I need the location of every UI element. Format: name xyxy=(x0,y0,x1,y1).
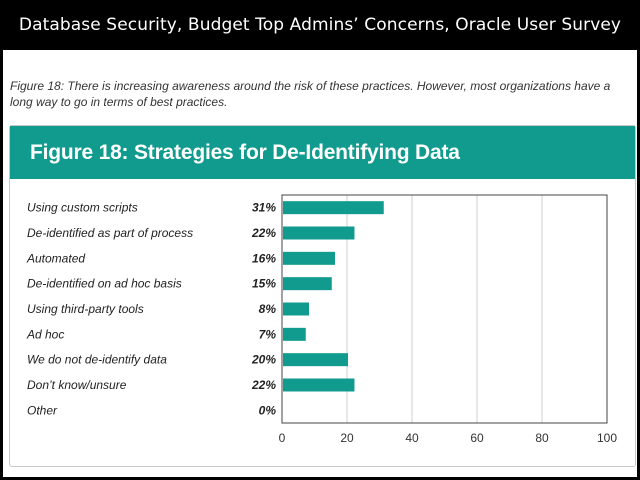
category-label: Ad hoc xyxy=(26,327,64,341)
x-tick-label: 20 xyxy=(340,431,354,445)
x-tick-label: 60 xyxy=(470,431,484,445)
value-label: 22% xyxy=(251,378,276,392)
value-label: 22% xyxy=(251,226,276,240)
category-label: Other xyxy=(27,403,58,417)
content-area: Figure 18: There is increasing awareness… xyxy=(3,50,637,477)
chart-title-bar: Figure 18: Strategies for De-Identifying… xyxy=(10,126,635,179)
x-tick-label: 100 xyxy=(597,431,617,445)
category-label: De-identified on ad hoc basis xyxy=(27,277,182,291)
plot-frame xyxy=(281,194,608,424)
x-tick-label: 40 xyxy=(405,431,419,445)
value-label: 0% xyxy=(259,403,277,417)
category-label: We do not de-identify data xyxy=(27,353,167,367)
value-label: 7% xyxy=(259,327,277,341)
x-tick-label: 80 xyxy=(535,431,549,445)
chart-panel: Figure 18: Strategies for De-Identifying… xyxy=(9,125,636,467)
bar xyxy=(283,226,355,240)
category-label: Automated xyxy=(26,251,85,265)
value-label: 8% xyxy=(259,302,277,316)
category-label: Using custom scripts xyxy=(27,201,138,215)
value-label: 15% xyxy=(252,277,276,291)
bar xyxy=(283,277,332,291)
bar xyxy=(283,378,355,392)
category-label: De-identified as part of process xyxy=(27,226,193,240)
x-tick-label: 0 xyxy=(279,431,286,445)
bar xyxy=(283,201,384,215)
bar xyxy=(283,353,348,367)
category-label: Using third-party tools xyxy=(27,302,144,316)
bar xyxy=(283,302,309,316)
figure-caption: Figure 18: There is increasing awareness… xyxy=(10,79,611,109)
value-label: 16% xyxy=(252,251,276,265)
page-title: Database Security, Budget Top Admins’ Co… xyxy=(3,3,637,79)
bar-chart: Using custom scripts 31% De-identified as … xyxy=(26,194,617,445)
chart-title: Figure 18: Strategies for De-Identifying… xyxy=(30,141,460,164)
bar xyxy=(283,327,306,341)
bar xyxy=(283,251,335,265)
category-label: Don’t know/unsure xyxy=(27,378,127,392)
value-label: 20% xyxy=(251,353,276,367)
value-label: 31% xyxy=(252,201,276,215)
